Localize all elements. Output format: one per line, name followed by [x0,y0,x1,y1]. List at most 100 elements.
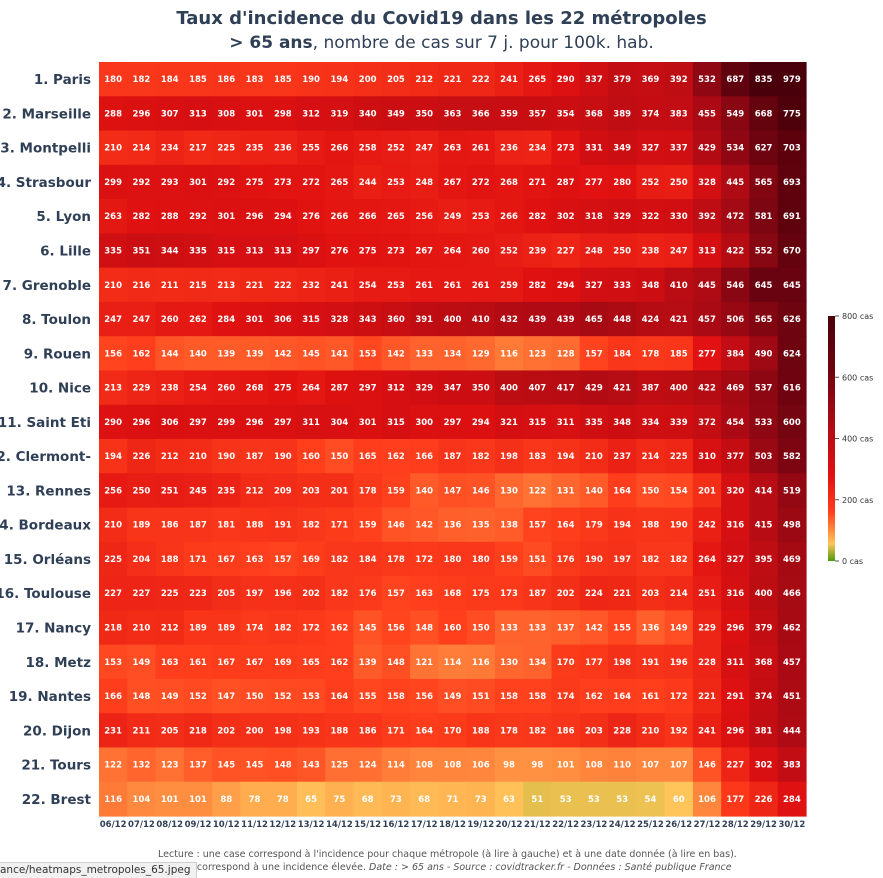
cell-value-label: 110 [613,761,631,771]
y-tick-label: 4. Strasbour [0,175,91,191]
cell-value-label: 284 [783,795,801,805]
cell-value-label: 161 [642,692,660,702]
cell-value-label: 256 [104,486,122,496]
cell-value-label: 552 [755,247,773,257]
heatmap-cell [664,130,694,166]
cell-value-label: 148 [415,624,433,634]
heatmap-cell [155,713,185,749]
heatmap-cell [692,473,722,509]
heatmap-cell [721,507,751,543]
cell-value-label: 264 [444,247,462,257]
heatmap-cell [579,507,609,543]
cell-value-label: 349 [613,144,631,154]
cell-value-label: 190 [302,75,320,85]
cell-value-label: 171 [189,555,207,565]
cell-value-label: 348 [613,418,631,428]
heatmap-cell [749,473,779,509]
cell-value-label: 415 [755,521,773,531]
heatmap-cell [636,678,666,714]
cell-value-label: 275 [274,384,292,394]
cell-value-label: 216 [133,281,151,291]
cell-value-label: 306 [161,418,179,428]
heatmap-cell [127,164,157,200]
cell-value-label: 173 [500,589,518,599]
cell-value-label: 387 [642,384,660,394]
cell-value-label: 139 [246,349,264,359]
cell-value-label: 188 [472,726,490,736]
heatmap-cell [438,199,468,234]
heatmap-cell [212,781,241,817]
heatmap-cell [721,267,751,303]
heatmap-cell [381,576,411,611]
heatmap-cell [212,678,241,714]
heatmap-cell [692,507,722,543]
cell-value-label: 188 [246,521,264,531]
heatmap-cell [608,62,637,97]
cell-value-label: 626 [783,315,801,325]
heatmap-cell [127,610,157,646]
heatmap-cell [636,747,666,783]
y-tick-label: 8. Toulon [22,312,91,328]
cell-value-label: 247 [670,247,688,257]
cell-value-label: 162 [387,452,405,462]
heatmap-cell [466,370,496,406]
cell-value-label: 133 [415,349,433,359]
cell-value-label: 349 [387,109,405,119]
heatmap-cell [99,473,128,509]
cell-value-label: 327 [726,555,744,565]
heatmap-cell [466,233,496,269]
cell-value-label: 210 [104,521,122,531]
heatmap-cell [551,370,581,406]
chart-subtitle-age: > 65 ans [229,33,313,53]
cell-value-label: 312 [302,109,320,119]
cell-value-label: 268 [500,178,518,188]
heatmap-cell [268,233,298,269]
cell-value-label: 414 [755,486,773,496]
heatmap-cell [381,473,411,509]
heatmap-cell [523,713,553,749]
cell-value-label: 147 [444,486,462,496]
cell-value-label: 297 [444,418,462,428]
heatmap-cell [692,62,722,97]
cell-value-label: 313 [189,109,207,119]
cell-value-label: 160 [302,452,320,462]
heatmap-cell [777,781,807,817]
x-tick-label: 10/12 [213,820,240,830]
heatmap-cell [721,644,751,680]
cell-value-label: 335 [585,418,603,428]
chart-title: Taux d'incidence du Covid19 dans les 22 … [176,8,707,29]
cell-value-label: 197 [246,589,264,599]
heatmap-cell [127,713,157,749]
cell-value-label: 156 [387,624,405,634]
heatmap-cell [381,370,411,406]
heatmap-cell [551,439,581,474]
cell-value-label: 189 [217,624,235,634]
heatmap-cell [240,644,270,680]
heatmap-cell [438,370,468,406]
cell-value-label: 313 [246,247,264,257]
heatmap-cell [777,233,807,269]
heatmap-cell [551,301,581,337]
cell-value-label: 316 [726,589,744,599]
heatmap-cell [721,610,751,646]
cell-value-label: 381 [755,726,773,736]
heatmap-cell [353,404,383,440]
cell-value-label: 254 [359,281,377,291]
cell-value-label: 197 [613,555,631,565]
cell-value-label: 292 [189,212,207,222]
cell-value-label: 400 [670,384,688,394]
cell-value-label: 153 [302,692,320,702]
heatmap-cell [438,164,468,200]
cell-value-label: 241 [698,726,716,736]
cell-value-label: 297 [189,418,207,428]
cell-value-label: 268 [246,384,264,394]
heatmap-cell [777,336,807,372]
heatmap-cell [749,130,779,166]
heatmap-cell [325,404,355,440]
cell-value-label: 330 [670,212,688,222]
heatmap-cell [268,404,298,440]
heatmap-cell [183,267,213,303]
heatmap-cell [127,473,157,509]
cell-value-label: 296 [726,624,744,634]
cell-value-label: 121 [415,658,433,668]
